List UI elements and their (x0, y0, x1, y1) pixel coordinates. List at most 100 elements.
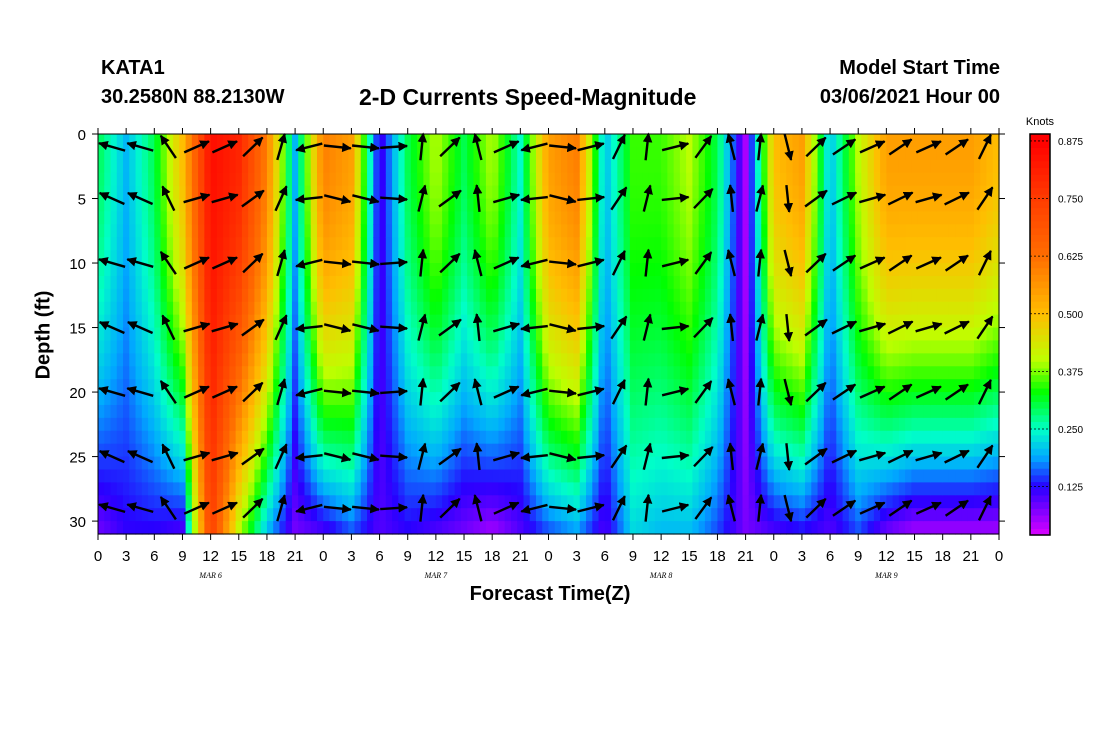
heatmap-cell (942, 288, 950, 303)
heatmap-cell (617, 263, 625, 277)
heatmap-cell (817, 146, 825, 161)
heatmap-cell (510, 314, 518, 329)
heatmap-cell (629, 146, 637, 161)
heatmap-cell (567, 263, 575, 277)
heatmap-cell (948, 275, 956, 290)
heatmap-cell (773, 237, 781, 251)
heatmap-cell (905, 469, 913, 483)
heatmap-cell (260, 275, 268, 290)
heatmap-cell (817, 417, 825, 432)
heatmap-cell (792, 301, 800, 316)
heatmap-cell (210, 379, 218, 393)
heatmap-cell (235, 275, 243, 290)
heatmap-cell (548, 417, 556, 432)
heatmap-cell (817, 275, 825, 290)
heatmap-cell (880, 443, 887, 458)
heatmap-cell (423, 288, 431, 303)
heatmap-cell (185, 482, 193, 496)
heatmap-cell (379, 443, 387, 458)
heatmap-cell (379, 275, 387, 290)
heatmap-cell (567, 288, 575, 303)
colorbar-segment (1030, 200, 1050, 209)
heatmap-cell (905, 392, 913, 406)
heatmap-cell (811, 379, 819, 393)
heatmap-cell (367, 469, 374, 483)
heatmap-cell (811, 250, 819, 264)
heatmap-cell (529, 301, 537, 316)
heatmap-cell (392, 288, 399, 303)
heatmap-cell (604, 327, 612, 342)
heatmap-cell (510, 469, 518, 483)
heatmap-cell (273, 417, 281, 432)
heatmap-cell (629, 211, 637, 225)
heatmap-cell (911, 417, 919, 432)
heatmap-cell (179, 366, 187, 380)
heatmap-cell (373, 508, 381, 522)
heatmap-cell (229, 198, 237, 213)
heatmap-cell (442, 146, 449, 161)
current-vector-arrow (976, 186, 994, 211)
heatmap-cell (417, 275, 424, 290)
heatmap-cell (636, 198, 643, 213)
heatmap-cell (823, 211, 831, 225)
heatmap-cell (729, 417, 737, 432)
heatmap-cell (141, 237, 149, 251)
heatmap-cell (210, 211, 218, 225)
heatmap-cell (586, 353, 593, 367)
heatmap-cell (266, 521, 274, 535)
heatmap-cell (798, 146, 806, 161)
heatmap-cell (260, 379, 268, 393)
heatmap-cell (517, 379, 525, 393)
heatmap-cell (692, 146, 700, 161)
heatmap-cell (886, 159, 894, 174)
heatmap-cell (185, 172, 193, 187)
heatmap-cell (360, 443, 368, 458)
heatmap-cell (579, 521, 587, 535)
heatmap-cell (592, 366, 600, 380)
colorbar-segment (1030, 421, 1050, 429)
heatmap-cell (861, 288, 869, 303)
current-vector-arrow (295, 258, 323, 269)
heatmap-cell (986, 146, 994, 161)
heatmap-cell (773, 482, 781, 496)
heatmap-cell (392, 159, 399, 174)
heatmap-cell (485, 185, 493, 200)
current-vector-arrow (493, 256, 520, 270)
heatmap-cell (160, 482, 168, 496)
heatmap-cell (780, 366, 787, 380)
heatmap-cell (348, 508, 356, 522)
heatmap-cell (973, 275, 981, 290)
heatmap-cell (229, 237, 237, 251)
heatmap-cell (654, 521, 662, 535)
heatmap-cell (742, 159, 750, 174)
heatmap-cell (379, 327, 387, 342)
heatmap-cell (629, 237, 637, 251)
heatmap-cell (523, 301, 531, 316)
heatmap-cell (123, 198, 130, 213)
heatmap-cell (135, 250, 143, 264)
heatmap-cell (116, 366, 124, 380)
heatmap-cell (191, 159, 199, 174)
heatmap-cell (298, 275, 306, 290)
heatmap-cell (173, 417, 180, 432)
heatmap-cell (567, 185, 575, 200)
heatmap-cell (717, 250, 725, 264)
heatmap-cell (830, 521, 837, 535)
heatmap-cell (423, 366, 431, 380)
heatmap-cell (561, 211, 568, 225)
heatmap-cell (517, 146, 525, 161)
heatmap-cell (736, 521, 744, 535)
heatmap-cell (104, 340, 112, 354)
heatmap-cell (930, 275, 938, 290)
heatmap-cell (873, 198, 881, 213)
heatmap-cell (241, 211, 249, 225)
heatmap-cell (592, 521, 600, 535)
heatmap-cell (129, 263, 137, 277)
heatmap-cell (517, 482, 525, 496)
heatmap-cell (586, 417, 593, 432)
heatmap-cell (736, 237, 744, 251)
heatmap-cell (554, 508, 562, 522)
heatmap-cell (980, 417, 988, 432)
heatmap-cell (379, 211, 387, 225)
heatmap-cell (542, 456, 550, 471)
